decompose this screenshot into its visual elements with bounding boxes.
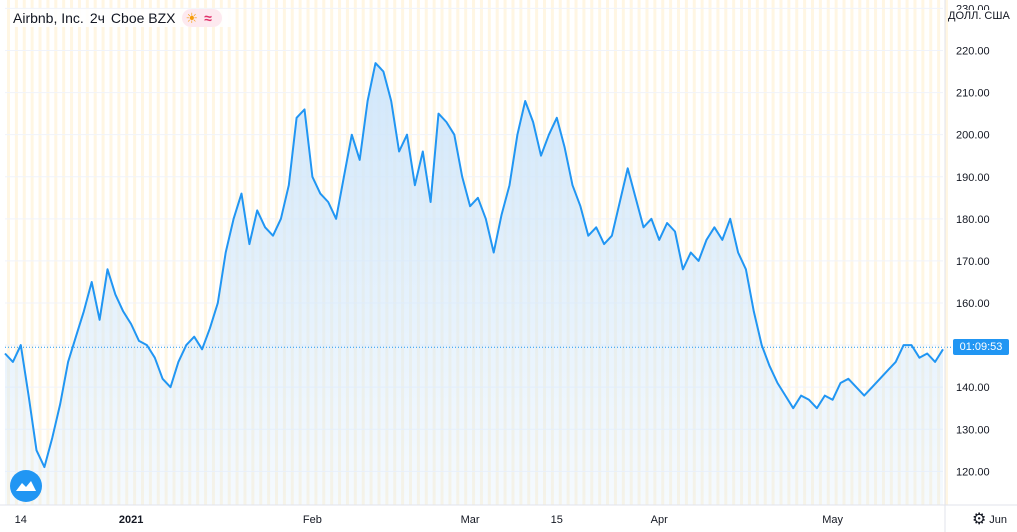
currency-label[interactable]: ДОЛЛ. США <box>948 10 1010 22</box>
price-area <box>5 63 943 505</box>
y-tick-label: 200.00 <box>956 130 990 142</box>
y-tick-label: 140.00 <box>956 382 990 394</box>
y-tick-label: 120.00 <box>956 466 990 478</box>
gear-icon[interactable]: ⚙ <box>972 511 987 528</box>
x-tick-label: 2021 <box>119 514 143 526</box>
exchange-label: Cboe BZX <box>110 10 176 26</box>
tradingview-logo-icon[interactable] <box>10 470 42 502</box>
price-line <box>4 62 944 469</box>
y-tick-label: 130.00 <box>956 424 990 436</box>
y-tick-label: 180.00 <box>956 214 990 226</box>
interval-label: 2ч <box>89 10 105 26</box>
x-tick-label: May <box>822 514 843 526</box>
last-price-tag: 01:09:53 <box>953 339 1009 356</box>
symbol-name: Airbnb, Inc. <box>13 10 84 26</box>
x-tick-label: Feb <box>303 514 322 526</box>
y-tick-label: 210.00 <box>956 88 990 100</box>
sun-icon: ☀ <box>185 9 199 26</box>
x-tick-label: 15 <box>551 514 563 526</box>
y-tick-label: 220.00 <box>956 46 990 58</box>
y-tick-label: 160.00 <box>956 298 990 310</box>
y-tick-label: 170.00 <box>956 256 990 268</box>
x-tick-label: Jun <box>989 514 1007 526</box>
x-tick-label: 14 <box>15 514 27 526</box>
status-badges[interactable]: ☀ ≈ <box>181 9 222 27</box>
y-tick-label: 190.00 <box>956 172 990 184</box>
approx-icon: ≈ <box>204 10 212 26</box>
x-tick-label: Apr <box>651 514 668 526</box>
symbol-header[interactable]: Airbnb, Inc. 2ч Cboe BZX ☀ ≈ <box>13 9 232 27</box>
x-tick-label: Mar <box>461 514 480 526</box>
